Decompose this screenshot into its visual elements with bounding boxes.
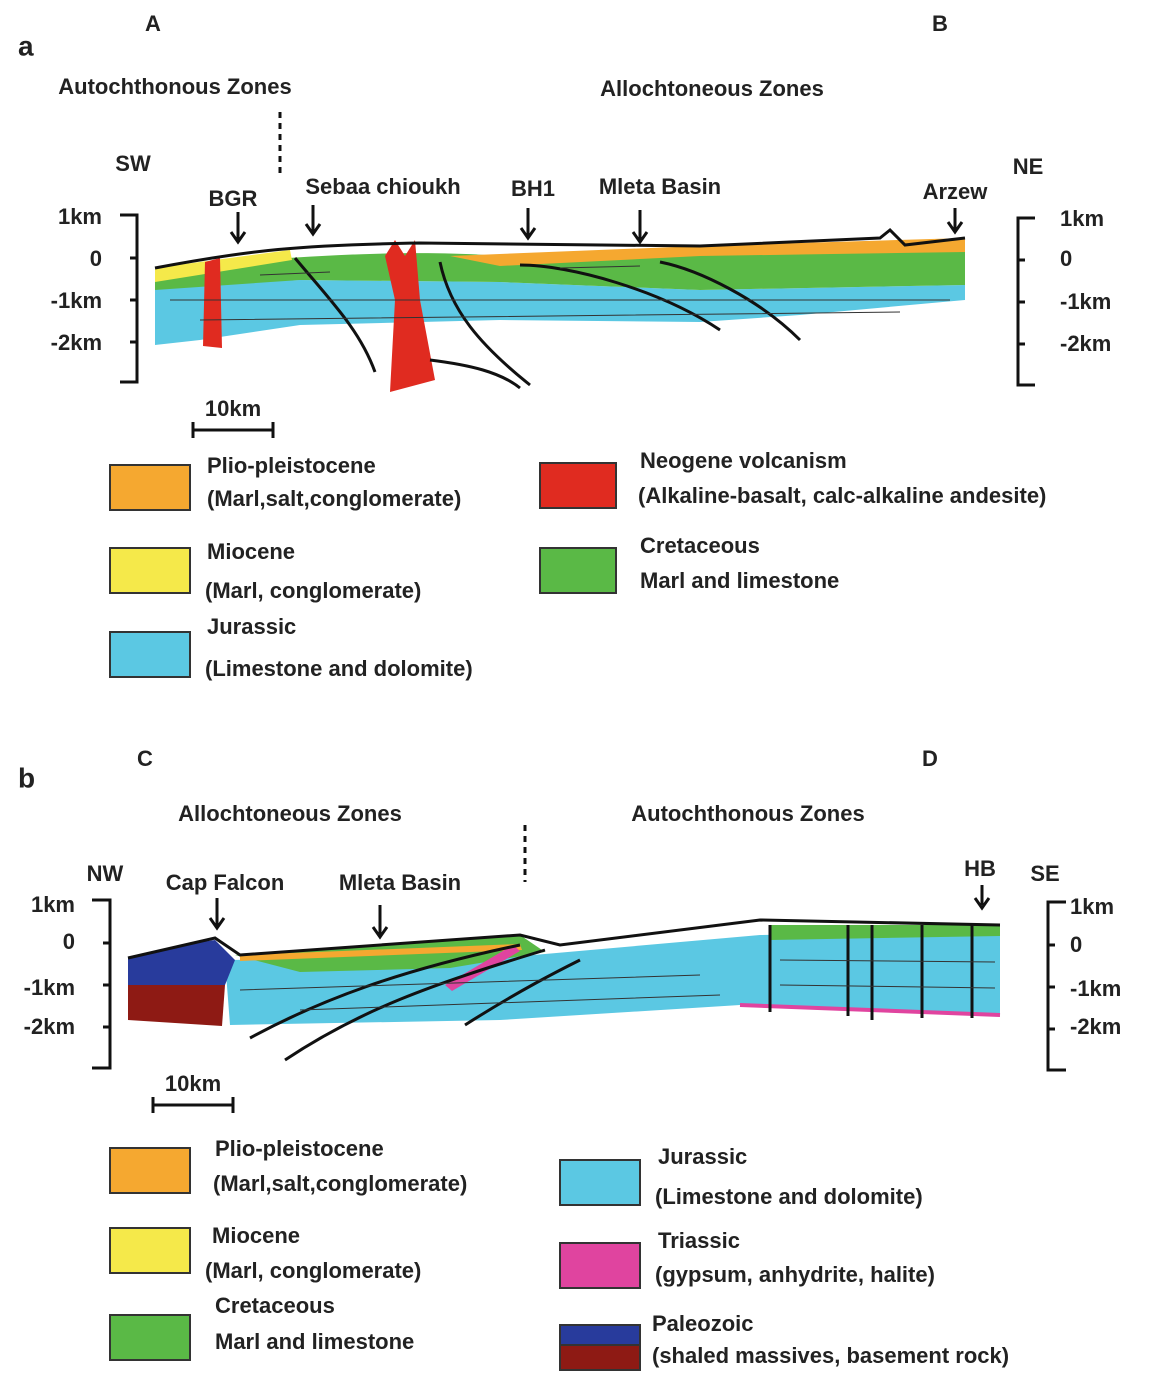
- locations: Mleta Basin: [599, 174, 721, 199]
- left-scale: -1km: [51, 288, 102, 313]
- left-zone: Autochthonous Zones: [58, 74, 291, 99]
- left-zone: Allochtoneous Zones: [178, 801, 402, 826]
- label: a: [18, 30, 34, 61]
- locations: HB: [964, 856, 996, 881]
- legend-name: Plio-pleistocene: [207, 453, 376, 478]
- legend-desc: (Limestone and dolomite): [205, 656, 473, 681]
- locations: BGR: [209, 186, 258, 211]
- section-b: [128, 920, 1000, 1060]
- right-dir: SE: [1030, 861, 1059, 886]
- legend-name: Jurassic: [207, 614, 296, 639]
- left-scale: 1km: [31, 892, 75, 917]
- left-dir: NW: [87, 861, 124, 886]
- left-end: C: [137, 746, 153, 771]
- legend-name: Triassic: [658, 1228, 740, 1253]
- legend-desc: (Marl, conglomerate): [205, 578, 421, 603]
- legend-name: Miocene: [207, 539, 295, 564]
- legend-name: Paleozoic: [652, 1311, 753, 1336]
- right-zone: Allochtoneous Zones: [600, 76, 824, 101]
- legend-desc: (Marl,salt,conglomerate): [213, 1171, 467, 1196]
- right-scale: 1km: [1070, 894, 1114, 919]
- legend-desc: (Limestone and dolomite): [655, 1184, 923, 1209]
- left-scale: 0: [63, 929, 75, 954]
- left-scale: 0: [90, 246, 102, 271]
- legend-desc: (shaled massives, basement rock): [652, 1343, 1009, 1368]
- legend-desc: Marl and limestone: [640, 568, 839, 593]
- locations: Mleta Basin: [339, 870, 461, 895]
- legend-desc: (Marl,salt,conglomerate): [207, 486, 461, 511]
- locations: BH1: [511, 176, 555, 201]
- scale-bar: 10km: [205, 396, 261, 421]
- section-a: [155, 230, 965, 392]
- left-scale: -2km: [24, 1014, 75, 1039]
- right-end: B: [932, 11, 948, 36]
- right-scale: -1km: [1070, 976, 1121, 1001]
- left-end: A: [145, 11, 161, 36]
- legend-desc: (Alkaline-basalt, calc-alkaline andesite…: [638, 483, 1046, 508]
- legend-name: Cretaceous: [215, 1293, 335, 1318]
- right-dir: NE: [1013, 154, 1044, 179]
- right-scale: 1km: [1060, 206, 1104, 231]
- legend-name: Miocene: [212, 1223, 300, 1248]
- left-scale: -2km: [51, 330, 102, 355]
- right-zone: Autochthonous Zones: [631, 801, 864, 826]
- right-end: D: [922, 746, 938, 771]
- left-dir: SW: [115, 151, 151, 176]
- legend-desc: (Marl, conglomerate): [205, 1258, 421, 1283]
- locations: Cap Falcon: [166, 870, 285, 895]
- figure: a A B Autochthonous Zones Allochtoneous Zone…: [0, 0, 1156, 1373]
- legend-name: Neogene volcanism: [640, 448, 847, 473]
- legend-desc: Marl and limestone: [215, 1329, 414, 1354]
- right-scale: -1km: [1060, 289, 1111, 314]
- left-scale: -1km: [24, 975, 75, 1000]
- legend-name: Cretaceous: [640, 533, 760, 558]
- legend-name: Jurassic: [658, 1144, 747, 1169]
- right-scale: -2km: [1070, 1014, 1121, 1039]
- right-scale: -2km: [1060, 331, 1111, 356]
- scale-bar: 10km: [165, 1071, 221, 1096]
- right-scale: 0: [1070, 932, 1082, 957]
- locations: Sebaa chioukh: [305, 174, 460, 199]
- left-scale: 1km: [58, 204, 102, 229]
- legend-desc: (gypsum, anhydrite, halite): [655, 1262, 935, 1287]
- right-scale: 0: [1060, 246, 1072, 271]
- label: b: [18, 762, 35, 793]
- legend-name: Plio-pleistocene: [215, 1136, 384, 1161]
- locations: Arzew: [923, 179, 989, 204]
